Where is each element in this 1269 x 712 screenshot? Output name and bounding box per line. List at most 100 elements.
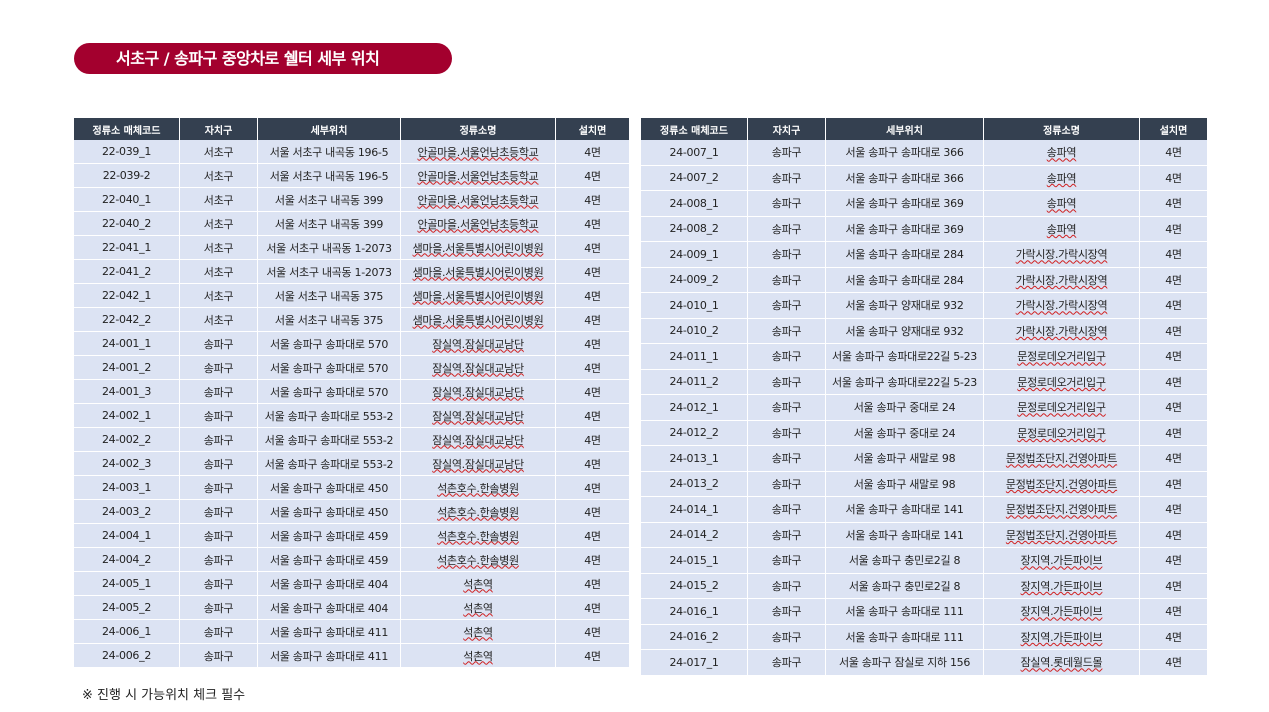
footnote: ※ 진행 시 가능위치 체크 필수 xyxy=(82,688,246,703)
cell-code: 24-001_3 xyxy=(74,380,180,404)
cell-faces: 4면 xyxy=(1140,573,1207,599)
cell-district: 송파구 xyxy=(748,242,826,268)
table-row: 24-013_2 송파구 서울 송파구 새말로 98 문정법조단지.건영아파트 4면 xyxy=(641,471,1207,497)
table-row: 22-042_1 서초구 서울 서초구 내곡동 375 샘마을.서울특별시어린이병원 4… xyxy=(74,284,629,308)
table-row: 22-040_2 서초구 서울 서초구 내곡동 399 안골마을.서울언남초등학교 4면 xyxy=(74,212,629,236)
cell-stop-name: 문정로데오거리입구 xyxy=(984,420,1140,446)
cell-faces: 4면 xyxy=(556,428,629,452)
cell-code: 24-007_2 xyxy=(641,165,748,191)
table-row: 24-010_2 송파구 서울 송파구 양재대로 932 가락시장.가락시장역 4면 xyxy=(641,318,1207,344)
header-district: 자치구 xyxy=(180,118,258,140)
cell-faces: 4면 xyxy=(556,524,629,548)
cell-code: 24-014_2 xyxy=(641,522,748,548)
stop-name-text: 안골마을.서울언남초등학교 xyxy=(417,193,539,207)
cell-location: 서울 송파구 송파대로 284 xyxy=(826,242,984,268)
cell-code: 24-012_2 xyxy=(641,420,748,446)
cell-code: 24-010_2 xyxy=(641,318,748,344)
cell-stop-name: 샘마을.서울특별시어린이병원 xyxy=(401,284,556,308)
table-row: 24-007_1 송파구 서울 송파구 송파대로 366 송파역 4면 xyxy=(641,140,1207,166)
cell-faces: 4면 xyxy=(1140,522,1207,548)
stop-name-text: 잠실역.잠실대교남단 xyxy=(432,409,524,423)
cell-stop-name: 잠실역.잠실대교남단 xyxy=(401,380,556,404)
stop-name-text: 안골마을.서울언남초등학교 xyxy=(417,217,539,231)
cell-stop-name: 문정로데오거리입구 xyxy=(984,369,1140,395)
cell-district: 송파구 xyxy=(748,369,826,395)
table-row: 24-002_3 송파구 서울 송파구 송파대로 553-2 잠실역.잠실대교남단 4면 xyxy=(74,452,629,476)
table-row: 24-012_1 송파구 서울 송파구 중대로 24 문정로데오거리입구 4면 xyxy=(641,395,1207,421)
cell-location: 서울 송파구 송파대로 570 xyxy=(258,380,401,404)
cell-code: 24-004_1 xyxy=(74,524,180,548)
cell-stop-name: 문정법조단지.건영아파트 xyxy=(984,471,1140,497)
cell-faces: 4면 xyxy=(1140,344,1207,370)
table-row: 24-016_1 송파구 서울 송파구 송파대로 111 장지역.가든파이브 4면 xyxy=(641,599,1207,625)
cell-faces: 4면 xyxy=(556,572,629,596)
table-row: 22-039-2 서초구 서울 서초구 내곡동 196-5 안골마을.서울언남초등학교… xyxy=(74,164,629,188)
cell-stop-name: 문정로데오거리입구 xyxy=(984,344,1140,370)
table-row: 24-001_3 송파구 서울 송파구 송파대로 570 잠실역.잠실대교남단 4면 xyxy=(74,380,629,404)
cell-location: 서울 서초구 내곡동 1-2073 xyxy=(258,236,401,260)
cell-location: 서울 송파구 송파대로 366 xyxy=(826,165,984,191)
header-faces: 설치면 xyxy=(556,118,629,140)
stop-name-text: 석촌역 xyxy=(463,625,493,639)
stop-name-text: 석촌호수.한솔병원 xyxy=(437,481,519,495)
cell-faces: 4면 xyxy=(1140,420,1207,446)
cell-location: 서울 송파구 송파대로 111 xyxy=(826,624,984,650)
cell-district: 송파구 xyxy=(180,404,258,428)
stop-name-text: 문정로데오거리입구 xyxy=(1017,375,1106,389)
cell-faces: 4면 xyxy=(556,404,629,428)
header-location: 세부위치 xyxy=(826,118,984,140)
cell-location: 서울 송파구 잠실로 지하 156 xyxy=(826,650,984,676)
cell-stop-name: 석촌호수.한솔병원 xyxy=(401,548,556,572)
cell-code: 24-006_2 xyxy=(74,644,180,668)
stop-name-text: 석촌역 xyxy=(463,649,493,663)
table-row: 24-004_1 송파구 서울 송파구 송파대로 459 석촌호수.한솔병원 4면 xyxy=(74,524,629,548)
cell-stop-name: 가락시장.가락시장역 xyxy=(984,293,1140,319)
header-stop-name: 정류소명 xyxy=(984,118,1140,140)
stop-name-text: 송파역 xyxy=(1046,171,1077,185)
cell-faces: 4면 xyxy=(1140,369,1207,395)
cell-faces: 4면 xyxy=(556,332,629,356)
cell-code: 24-007_1 xyxy=(641,140,748,166)
cell-stop-name: 문정로데오거리입구 xyxy=(984,395,1140,421)
cell-code: 22-039_1 xyxy=(74,140,180,164)
cell-location: 서울 송파구 송파대로 553-2 xyxy=(258,452,401,476)
cell-stop-name: 석촌역 xyxy=(401,644,556,668)
cell-location: 서울 송파구 송파대로 369 xyxy=(826,216,984,242)
stop-name-text: 송파역 xyxy=(1046,222,1077,236)
cell-district: 송파구 xyxy=(180,428,258,452)
cell-district: 서초구 xyxy=(180,308,258,332)
cell-location: 서울 서초구 내곡동 375 xyxy=(258,284,401,308)
cell-location: 서울 송파구 송파대로 450 xyxy=(258,476,401,500)
cell-location: 서울 송파구 송파대로 404 xyxy=(258,596,401,620)
cell-district: 송파구 xyxy=(748,293,826,319)
cell-code: 24-016_2 xyxy=(641,624,748,650)
table-row: 24-009_1 송파구 서울 송파구 송파대로 284 가락시장.가락시장역 4면 xyxy=(641,242,1207,268)
cell-faces: 4면 xyxy=(1140,242,1207,268)
cell-location: 서울 서초구 내곡동 1-2073 xyxy=(258,260,401,284)
cell-location: 서울 송파구 송파대로 411 xyxy=(258,644,401,668)
cell-district: 송파구 xyxy=(748,471,826,497)
shelter-table-right: 정류소 매체코드 자치구 세부위치 정류소명 설치면 24-007_1 송파구 서울… xyxy=(641,118,1207,676)
cell-stop-name: 가락시장.가락시장역 xyxy=(984,267,1140,293)
cell-stop-name: 안골마을.서울언남초등학교 xyxy=(401,212,556,236)
stop-name-text: 문정로데오거리입구 xyxy=(1017,426,1106,440)
cell-district: 서초구 xyxy=(180,140,258,164)
cell-district: 서초구 xyxy=(180,236,258,260)
cell-stop-name: 잠실역.롯데월드몰 xyxy=(984,650,1140,676)
cell-district: 송파구 xyxy=(180,620,258,644)
cell-code: 22-040_1 xyxy=(74,188,180,212)
cell-stop-name: 안골마을.서울언남초등학교 xyxy=(401,188,556,212)
cell-faces: 4면 xyxy=(1140,650,1207,676)
cell-stop-name: 석촌호수.한솔병원 xyxy=(401,524,556,548)
cell-stop-name: 송파역 xyxy=(984,165,1140,191)
cell-code: 24-016_1 xyxy=(641,599,748,625)
cell-faces: 4면 xyxy=(1140,446,1207,472)
stop-name-text: 잠실역.잠실대교남단 xyxy=(432,361,524,375)
cell-location: 서울 송파구 송파대로 459 xyxy=(258,524,401,548)
cell-stop-name: 장지역.가든파이브 xyxy=(984,599,1140,625)
cell-district: 송파구 xyxy=(180,596,258,620)
cell-faces: 4면 xyxy=(1140,548,1207,574)
page-title: 서초구 / 송파구 중앙차로 쉘터 세부 위치 xyxy=(74,43,452,74)
stop-name-text: 송파역 xyxy=(1046,197,1077,211)
cell-code: 24-013_1 xyxy=(641,446,748,472)
